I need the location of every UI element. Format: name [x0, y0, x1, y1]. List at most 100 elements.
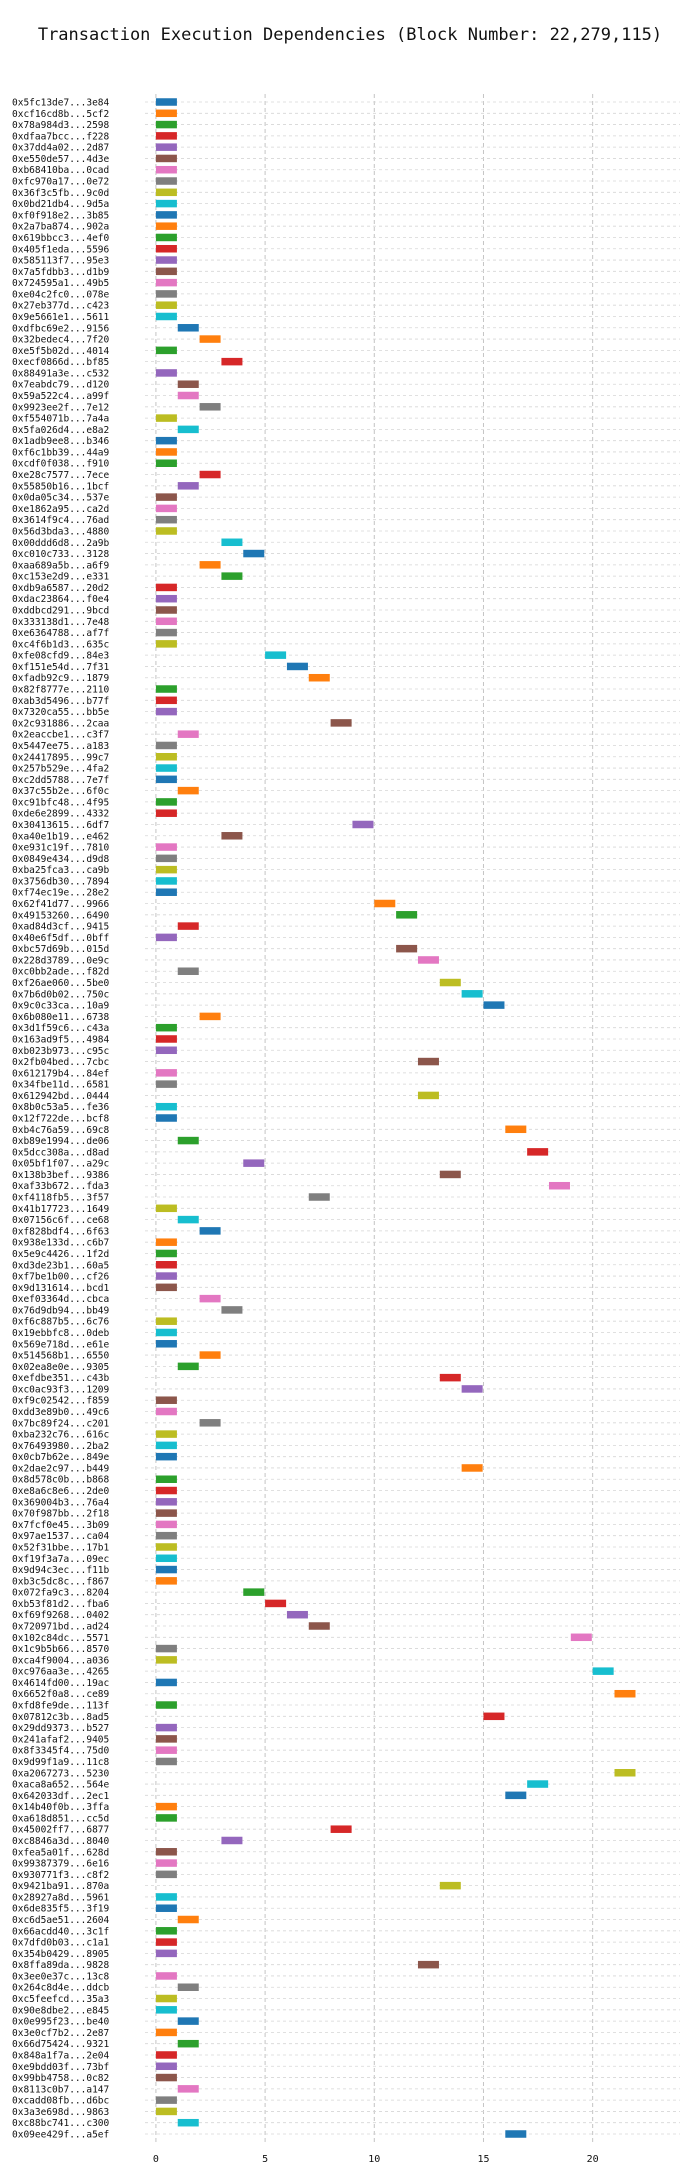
transaction-bar	[155, 98, 177, 106]
transaction-bar	[308, 1622, 330, 1630]
transaction-label: 0x724595a1...49b5	[12, 278, 109, 289]
transaction-bar	[155, 256, 177, 264]
transaction-label: 0x7a5fdbb3...d1b9	[12, 267, 110, 278]
transaction-bar	[461, 1464, 483, 1472]
transaction-label: 0x0cb7b62e...849e	[12, 1452, 110, 1463]
transaction-label: 0xdfaa7bcc...f228	[12, 131, 110, 142]
transaction-bar	[155, 583, 177, 592]
transaction-label: 0xc0ac93f3...1209	[12, 1384, 110, 1395]
transaction-bar	[199, 561, 221, 569]
transaction-label: 0x76d9db94...bb49	[12, 1305, 110, 1316]
transaction-bar	[505, 1791, 527, 1800]
transaction-bar	[155, 1328, 177, 1337]
transaction-bar	[155, 120, 177, 129]
transaction-label: 0x9c0c33ca...10a9	[12, 1001, 110, 1012]
transaction-bar	[221, 357, 243, 366]
transaction-bar	[155, 1102, 177, 1111]
transaction-label: 0x55850b16...1bcf	[12, 481, 109, 492]
transaction-bar	[177, 391, 199, 400]
transaction-bar	[243, 1588, 265, 1596]
transaction-label: 0x07156c6f...ce68	[12, 1215, 110, 1226]
transaction-bar	[439, 978, 461, 987]
transaction-label: 0x619bbcc3...4ef0	[12, 233, 110, 244]
transaction-bar	[396, 911, 418, 919]
transaction-bar	[155, 696, 177, 705]
transaction-bar	[155, 436, 177, 445]
transaction-label: 0x36f3c5fb...9c0d	[12, 188, 109, 199]
transaction-label: 0x9923ee2f...7e12	[12, 402, 109, 413]
transaction-label: 0x7fcf0e45...3b09	[12, 1520, 110, 1531]
transaction-bar	[155, 854, 177, 863]
transaction-bar	[177, 2039, 199, 2048]
transaction-label: 0x02ea8e0e...9305	[12, 1362, 109, 1373]
transaction-bar	[417, 1960, 439, 1969]
transaction-label: 0x5447ee75...a183	[12, 741, 109, 752]
transaction-label: 0x30413615...6df7	[12, 820, 109, 831]
transaction-label: 0xdd3e89b0...49c6	[12, 1407, 110, 1418]
transaction-bar	[155, 888, 177, 896]
transaction-label: 0x40e6f5df...0bff	[12, 933, 109, 944]
transaction-label: 0xad84d3cf...9415	[12, 922, 109, 933]
transaction-label: 0xf554071b...7a4a	[12, 414, 109, 425]
transaction-label: 0x3d1f59c6...c43a	[12, 1023, 109, 1034]
transaction-bar	[177, 922, 199, 930]
transaction-bar	[155, 1893, 177, 1901]
transaction-label: 0x7b6d0b02...750c	[12, 989, 109, 1000]
transaction-bar	[155, 1317, 177, 1325]
transaction-label: 0x00ddd6d8...2a9b	[12, 538, 110, 549]
transaction-bar	[155, 1475, 177, 1483]
transaction-label: 0x90e8dbe2...e845	[12, 2005, 109, 2016]
transaction-bar	[155, 707, 177, 716]
transaction-label: 0xd3de23b1...60a5	[12, 1260, 109, 1271]
transaction-label: 0xaca8a652...564e	[12, 1780, 110, 1791]
transaction-label: 0x3ee0e37c...13c8	[12, 1971, 110, 1982]
transaction-bar	[155, 1046, 177, 1055]
transaction-label: 0xc0bb2ade...f82d	[12, 967, 109, 978]
transaction-bar	[177, 2085, 199, 2093]
transaction-bar	[614, 1689, 636, 1698]
transaction-label: 0x7eabdc79...d120	[12, 380, 110, 391]
transaction-label: 0x9d94c3ec...f11b	[12, 1565, 110, 1576]
transaction-label: 0x405f1eda...5596	[12, 244, 110, 255]
transaction-label: 0x6652f0a8...ce89	[12, 1689, 110, 1700]
transaction-label: 0x333138d1...7e48	[12, 617, 110, 628]
transaction-label: 0xb023b973...c95c	[12, 1046, 109, 1057]
transaction-label: 0x2a7ba874...902a	[12, 222, 109, 233]
transaction-label: 0x29dd9373...b527	[12, 1723, 109, 1734]
grid-lines	[145, 94, 680, 2142]
transaction-bar	[199, 1012, 221, 1021]
transaction-bar	[155, 222, 177, 230]
transaction-bar	[155, 1035, 177, 1043]
transaction-bar	[417, 1057, 439, 1066]
transaction-bar	[155, 1554, 177, 1563]
transaction-label: 0x28927a8d...5961	[12, 1892, 110, 1903]
transaction-label: 0x12f722de...bcf8	[12, 1114, 110, 1125]
transaction-bar	[417, 956, 439, 964]
transaction-bar	[155, 2096, 177, 2104]
transaction-bar	[308, 1193, 330, 1201]
transaction-label: 0xef03364d...cbca	[12, 1294, 109, 1305]
transaction-bar	[417, 1091, 439, 1100]
transaction-bar	[155, 1238, 177, 1246]
transaction-bar	[155, 685, 177, 693]
transaction-label: 0x8f3345f4...75d0	[12, 1746, 110, 1757]
transaction-label: 0x514568b1...6550	[12, 1351, 110, 1362]
transaction-bar	[199, 335, 221, 343]
transaction-label: 0x99387379...6e16	[12, 1859, 110, 1870]
transaction-bar	[374, 899, 396, 908]
transaction-label: 0xf69f9268...0402	[12, 1610, 109, 1621]
transaction-bar	[155, 1486, 177, 1495]
transaction-bar	[199, 1351, 221, 1359]
transaction-bar	[155, 109, 177, 118]
transaction-label: 0xe5f5b02d...4014	[12, 346, 110, 357]
transaction-bar	[155, 865, 177, 874]
transaction-label: 0x34fbe11d...6581	[12, 1080, 110, 1091]
transaction-bar	[155, 493, 177, 501]
transaction-bar	[505, 1125, 527, 1134]
transaction-label: 0xba232c76...616c	[12, 1430, 109, 1441]
transaction-bar	[286, 662, 308, 671]
transaction-label: 0x88491a3e...c532	[12, 368, 109, 379]
transaction-bar	[155, 278, 177, 287]
transaction-bar	[177, 1136, 199, 1145]
transaction-label: 0xc8846a3d...8040	[12, 1836, 110, 1847]
